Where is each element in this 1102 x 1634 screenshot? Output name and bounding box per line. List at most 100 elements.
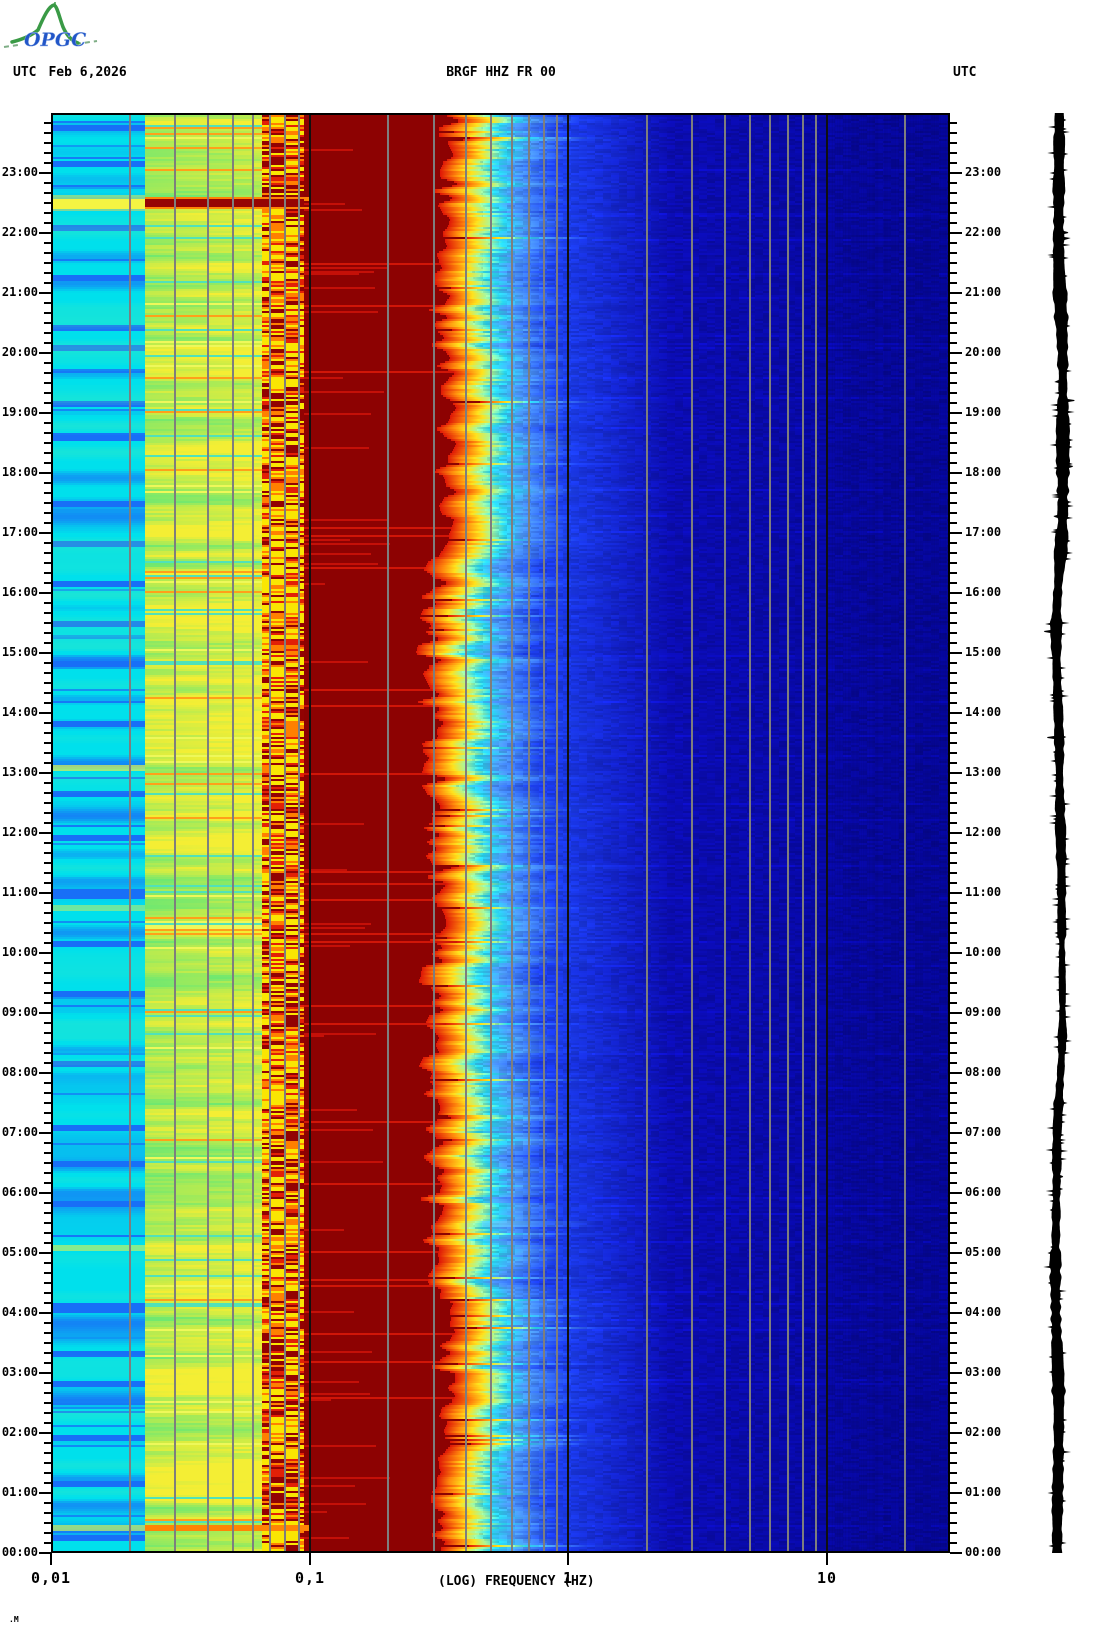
- header-left: UTC Feb 6,2026: [13, 65, 127, 80]
- y-axis-label-left: 06:00: [1, 1185, 38, 1199]
- y-tick-right: [950, 1382, 957, 1384]
- spectrogram-canvas: [51, 113, 950, 1553]
- y-tick-left: [44, 762, 51, 764]
- y-tick-right: [950, 1352, 957, 1354]
- y-tick-right: [950, 1332, 957, 1334]
- y-tick-left: [44, 542, 51, 544]
- y-tick-right: [950, 722, 957, 724]
- y-tick-right: [950, 362, 957, 364]
- y-tick-left: [44, 372, 51, 374]
- y-tick-left: [44, 1222, 51, 1224]
- y-axis-label-right: 14:00: [965, 705, 1002, 719]
- y-tick-right: [950, 792, 957, 794]
- y-tick-right: [950, 252, 957, 254]
- y-tick-right: [950, 502, 957, 504]
- y-tick-right: [950, 492, 957, 494]
- y-tick-left: [44, 492, 51, 494]
- y-tick-right: [950, 342, 957, 344]
- y-tick-right: [950, 1132, 962, 1134]
- y-axis-label-right: 11:00: [965, 885, 1002, 899]
- y-tick-left: [44, 222, 51, 224]
- y-tick-left: [44, 262, 51, 264]
- y-tick-left: [44, 1532, 51, 1534]
- y-tick-right: [950, 1192, 962, 1194]
- y-axis-label-right: 23:00: [965, 165, 1002, 179]
- y-tick-left: [44, 1402, 51, 1404]
- y-tick-right: [950, 1292, 957, 1294]
- y-tick-left: [44, 812, 51, 814]
- x-axis-label: 10: [816, 1569, 838, 1587]
- y-tick-left: [39, 1432, 51, 1434]
- y-tick-right: [950, 432, 957, 434]
- y-tick-left: [39, 1012, 51, 1014]
- y-tick-left: [44, 792, 51, 794]
- y-axis-label-right: 10:00: [965, 945, 1002, 959]
- y-tick-left: [44, 1542, 51, 1544]
- y-tick-right: [950, 452, 957, 454]
- y-tick-right: [950, 1432, 962, 1434]
- y-axis-label-right: 18:00: [965, 465, 1002, 479]
- y-axis-label-right: 04:00: [965, 1305, 1002, 1319]
- y-tick-left: [44, 342, 51, 344]
- y-tick-left: [44, 322, 51, 324]
- y-axis-label-left: 21:00: [1, 285, 38, 299]
- y-tick-left: [44, 312, 51, 314]
- y-axis-label-left: 04:00: [1, 1305, 38, 1319]
- y-tick-left: [44, 872, 51, 874]
- y-tick-left: [44, 642, 51, 644]
- y-axis-label-right: 16:00: [965, 585, 1002, 599]
- y-tick-right: [950, 942, 957, 944]
- y-tick-left: [44, 192, 51, 194]
- y-tick-right: [950, 822, 957, 824]
- y-tick-right: [950, 1472, 957, 1474]
- y-tick-right: [950, 1042, 957, 1044]
- x-axis-title: (LOG) FREQUENCY (HZ): [438, 1574, 595, 1589]
- y-tick-left: [44, 432, 51, 434]
- y-tick-right: [950, 1452, 957, 1454]
- y-tick-left: [44, 1322, 51, 1324]
- y-tick-left: [44, 402, 51, 404]
- y-tick-right: [950, 202, 957, 204]
- y-tick-left: [39, 232, 51, 234]
- y-tick-left: [44, 1302, 51, 1304]
- y-axis-label-right: 20:00: [965, 345, 1002, 359]
- y-tick-right: [950, 372, 957, 374]
- y-tick-left: [44, 982, 51, 984]
- y-tick-right: [950, 572, 957, 574]
- y-tick-left: [44, 972, 51, 974]
- y-axis-label-right: 02:00: [965, 1425, 1002, 1439]
- y-tick-left: [44, 1202, 51, 1204]
- y-tick-left: [44, 1002, 51, 1004]
- y-tick-left: [44, 1512, 51, 1514]
- y-tick-left: [44, 842, 51, 844]
- y-tick-left: [44, 852, 51, 854]
- y-axis-label-right: 08:00: [965, 1065, 1002, 1079]
- y-tick-left: [44, 212, 51, 214]
- y-tick-left: [44, 1292, 51, 1294]
- y-tick-left: [44, 1122, 51, 1124]
- y-tick-right: [950, 772, 962, 774]
- y-tick-right: [950, 882, 957, 884]
- opgc-logo: OPGC: [3, 2, 98, 51]
- y-tick-right: [950, 1232, 957, 1234]
- y-axis-label-right: 07:00: [965, 1125, 1002, 1139]
- y-tick-right: [950, 292, 962, 294]
- y-tick-left: [44, 1522, 51, 1524]
- y-axis-label-left: 07:00: [1, 1125, 38, 1139]
- y-tick-right: [950, 1542, 957, 1544]
- y-tick-right: [950, 472, 962, 474]
- y-tick-left: [44, 922, 51, 924]
- y-tick-left: [39, 772, 51, 774]
- y-axis-label-right: 09:00: [965, 1005, 1002, 1019]
- y-tick-right: [950, 412, 962, 414]
- y-tick-right: [950, 682, 957, 684]
- y-tick-right: [950, 1412, 957, 1414]
- y-tick-left: [44, 962, 51, 964]
- y-tick-right: [950, 442, 957, 444]
- y-tick-left: [44, 422, 51, 424]
- y-tick-left: [44, 452, 51, 454]
- y-tick-left: [44, 1472, 51, 1474]
- y-tick-right: [950, 1092, 957, 1094]
- y-tick-right: [950, 1422, 957, 1424]
- y-tick-right: [950, 842, 957, 844]
